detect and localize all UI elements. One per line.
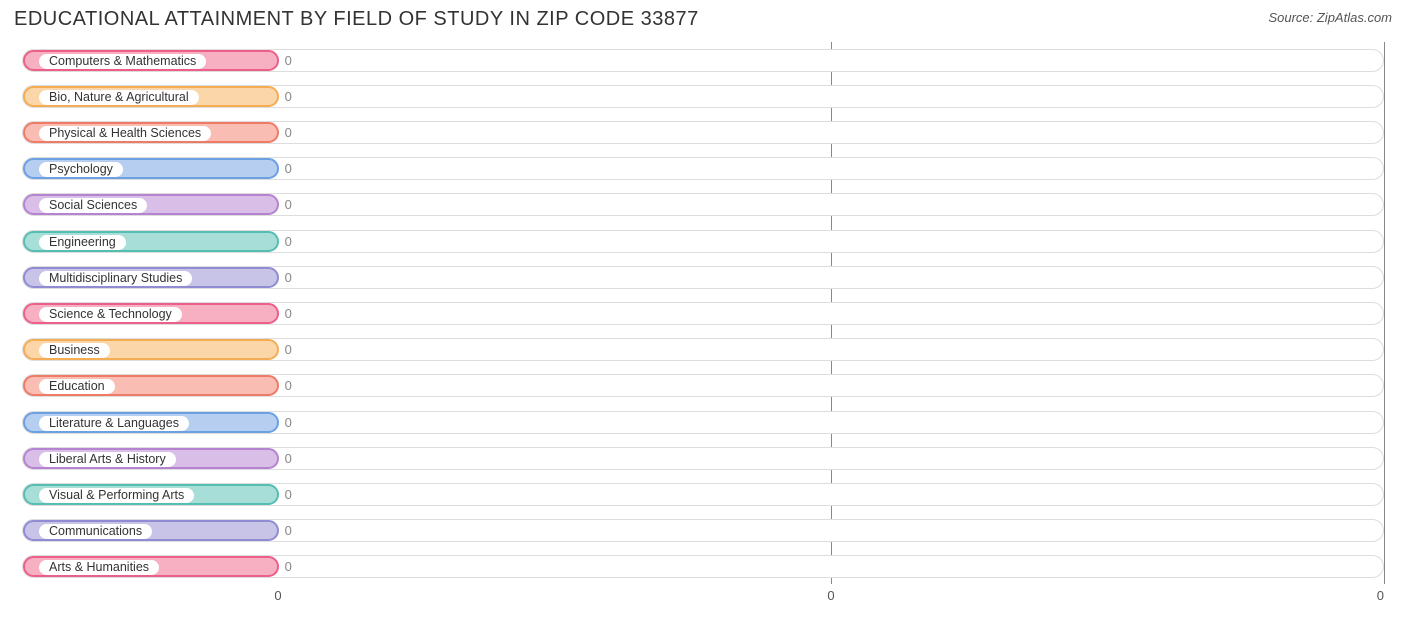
- bar-value-label: 0: [285, 412, 292, 433]
- gridline: [1384, 42, 1385, 584]
- bar-value-label: 0: [285, 556, 292, 577]
- x-axis: 0 0 0: [14, 584, 1392, 608]
- bar-category-label: Social Sciences: [39, 198, 147, 213]
- bar-value-label: 0: [285, 194, 292, 215]
- bar-category-label: Literature & Languages: [39, 416, 189, 431]
- bar-value-label: 0: [285, 50, 292, 71]
- bar-track: Social Sciences 0: [22, 193, 1384, 216]
- bar-value-label: 0: [285, 339, 292, 360]
- bar-category-label: Physical & Health Sciences: [39, 126, 211, 141]
- bar-track: Business 0: [22, 338, 1384, 361]
- bar-category-label: Computers & Mathematics: [39, 54, 206, 69]
- chart-header: EDUCATIONAL ATTAINMENT BY FIELD OF STUDY…: [14, 8, 1392, 31]
- x-tick-label: 0: [274, 588, 281, 603]
- bar-value-label: 0: [285, 303, 292, 324]
- bar-track: Visual & Performing Arts 0: [22, 483, 1384, 506]
- chart-area: Computers & Mathematics0Bio, Nature & Ag…: [14, 42, 1392, 608]
- bar-track: Education 0: [22, 374, 1384, 397]
- bar-category-label: Education: [39, 379, 115, 394]
- bar-value-label: 0: [285, 448, 292, 469]
- chart-title: EDUCATIONAL ATTAINMENT BY FIELD OF STUDY…: [14, 8, 699, 31]
- bar-value-label: 0: [285, 484, 292, 505]
- bar-value-label: 0: [285, 231, 292, 252]
- bar-category-label: Communications: [39, 524, 152, 539]
- bar-track: Science & Technology 0: [22, 302, 1384, 325]
- x-tick-label: 0: [1377, 588, 1384, 603]
- bar-track: Liberal Arts & History 0: [22, 447, 1384, 470]
- bar-track: Engineering 0: [22, 230, 1384, 253]
- bar-value-label: 0: [285, 267, 292, 288]
- bar-category-label: Engineering: [39, 235, 126, 250]
- bar-category-label: Bio, Nature & Agricultural: [39, 90, 199, 105]
- bar-track: Communications 0: [22, 519, 1384, 542]
- bar-value-label: 0: [285, 86, 292, 107]
- bar-track: Multidisciplinary Studies 0: [22, 266, 1384, 289]
- bar-track: Computers & Mathematics 0: [22, 49, 1384, 72]
- bar-category-label: Visual & Performing Arts: [39, 488, 194, 503]
- bar-value-label: 0: [285, 122, 292, 143]
- bar-track: Physical & Health Sciences 0: [22, 121, 1384, 144]
- bar-category-label: Business: [39, 343, 110, 358]
- bar-value-label: 0: [285, 375, 292, 396]
- bar-category-label: Liberal Arts & History: [39, 452, 176, 467]
- bar-track: Literature & Languages 0: [22, 411, 1384, 434]
- bar-track: Psychology 0: [22, 157, 1384, 180]
- bar-category-label: Arts & Humanities: [39, 560, 159, 575]
- bar-category-label: Psychology: [39, 162, 123, 177]
- bar-track: Bio, Nature & Agricultural 0: [22, 85, 1384, 108]
- bar-track: Arts & Humanities 0: [22, 555, 1384, 578]
- x-tick-label: 0: [827, 588, 834, 603]
- bar-value-label: 0: [285, 520, 292, 541]
- bar-value-label: 0: [285, 158, 292, 179]
- chart-plot: Computers & Mathematics0Bio, Nature & Ag…: [14, 42, 1392, 584]
- chart-source: Source: ZipAtlas.com: [1268, 10, 1392, 25]
- bar-category-label: Science & Technology: [39, 307, 182, 322]
- bar-category-label: Multidisciplinary Studies: [39, 271, 192, 286]
